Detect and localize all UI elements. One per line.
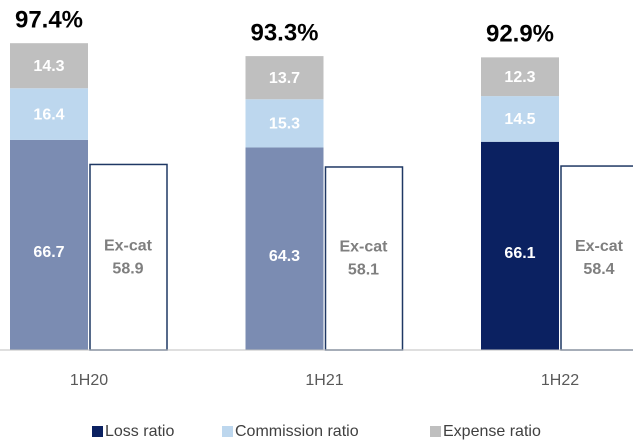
ex-cat-label: Ex-cat bbox=[575, 238, 624, 255]
total-label: 93.3% bbox=[250, 19, 318, 46]
value-label: 64.3 bbox=[269, 248, 300, 265]
ex-cat-value: 58.9 bbox=[112, 260, 143, 277]
value-label: 12.3 bbox=[504, 69, 535, 86]
value-label: 66.1 bbox=[504, 245, 535, 262]
legend-label: Loss ratio bbox=[105, 423, 174, 440]
x-tick-label: 1H21 bbox=[305, 372, 343, 389]
total-label: 97.4% bbox=[15, 7, 83, 34]
value-label: 16.4 bbox=[33, 106, 64, 123]
legend-label: Commission ratio bbox=[235, 423, 359, 440]
total-label: 92.9% bbox=[486, 21, 554, 48]
value-label: 14.3 bbox=[33, 58, 64, 75]
ex-cat-bar bbox=[324, 166, 404, 351]
bar-segment bbox=[245, 99, 324, 148]
ex-cat-value: 58.4 bbox=[583, 261, 614, 278]
ex-cat-label: Ex-cat bbox=[104, 237, 153, 254]
ex-cat-value: 58.1 bbox=[348, 262, 379, 279]
bar-segment bbox=[481, 141, 559, 350]
value-label: 15.3 bbox=[269, 116, 300, 133]
bar-segment bbox=[245, 147, 324, 350]
ex-cat-bar bbox=[560, 165, 633, 351]
value-label: 13.7 bbox=[269, 70, 300, 87]
x-tick-label: 1H22 bbox=[541, 372, 579, 389]
bar-segment bbox=[481, 57, 559, 97]
ex-cat-bar bbox=[89, 163, 168, 351]
bar-segment bbox=[245, 56, 324, 100]
value-label: 14.5 bbox=[504, 111, 535, 128]
legend-label: Expense ratio bbox=[443, 423, 541, 440]
legend-swatch bbox=[430, 426, 441, 437]
bar-segment bbox=[10, 43, 88, 89]
bar-segment bbox=[481, 96, 559, 142]
bar-segment bbox=[10, 88, 88, 140]
legend-swatch bbox=[92, 426, 103, 437]
ex-cat-label: Ex-cat bbox=[339, 239, 388, 256]
legend-swatch bbox=[222, 426, 233, 437]
x-tick-label: 1H20 bbox=[70, 372, 108, 389]
bar-segment bbox=[10, 139, 88, 350]
value-label: 66.7 bbox=[33, 244, 64, 261]
